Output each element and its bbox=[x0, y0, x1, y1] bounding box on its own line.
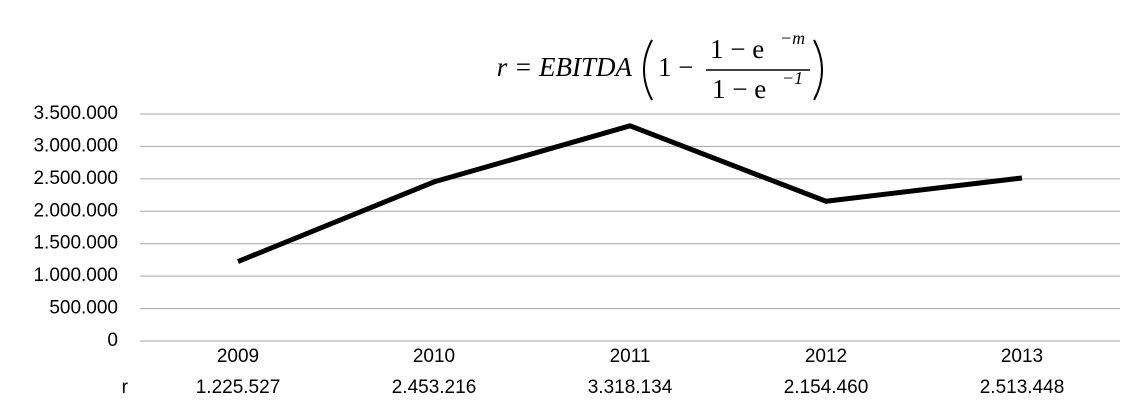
table-value: 2.154.460 bbox=[784, 377, 869, 398]
formula-numerator-exp: −m bbox=[780, 28, 805, 48]
table-value: 2.513.448 bbox=[980, 377, 1065, 398]
y-tick-label: 3.500.000 bbox=[33, 103, 118, 124]
formula-one: 1 − bbox=[658, 52, 693, 82]
y-tick-label: 3.000.000 bbox=[33, 135, 118, 156]
table-value: 1.225.527 bbox=[196, 377, 281, 398]
y-tick-label: 2.500.000 bbox=[33, 168, 118, 189]
y-tick-label: 2.000.000 bbox=[33, 200, 118, 221]
series-line bbox=[237, 123, 1023, 264]
formula-denominator-exp: −1 bbox=[782, 68, 803, 88]
x-tick-label: 2011 bbox=[610, 346, 651, 367]
y-tick-label: 0 bbox=[107, 330, 118, 351]
y-tick-label: 1.500.000 bbox=[33, 233, 118, 254]
table-series-name: r bbox=[122, 377, 129, 398]
formula-denominator: 1 − e bbox=[712, 74, 766, 104]
paren-right bbox=[813, 39, 823, 101]
x-tick-label: 2013 bbox=[1001, 346, 1043, 367]
x-tick-label: 2010 bbox=[413, 346, 455, 367]
y-tick-label: 1.000.000 bbox=[33, 265, 118, 286]
formula-lhs: r = EBITDA bbox=[497, 52, 633, 82]
formula-numerator: 1 − e bbox=[710, 34, 764, 64]
y-tick-label: 500.000 bbox=[49, 298, 118, 319]
table-value: 2.453.216 bbox=[392, 377, 477, 398]
x-tick-label: 2012 bbox=[805, 346, 847, 367]
paren-left bbox=[643, 39, 653, 101]
table-value: 3.318.134 bbox=[588, 377, 673, 398]
x-tick-label: 2009 bbox=[217, 346, 259, 367]
formula: r = EBITDA 1 − 1 − e −m 1 − e −1 bbox=[497, 28, 823, 104]
